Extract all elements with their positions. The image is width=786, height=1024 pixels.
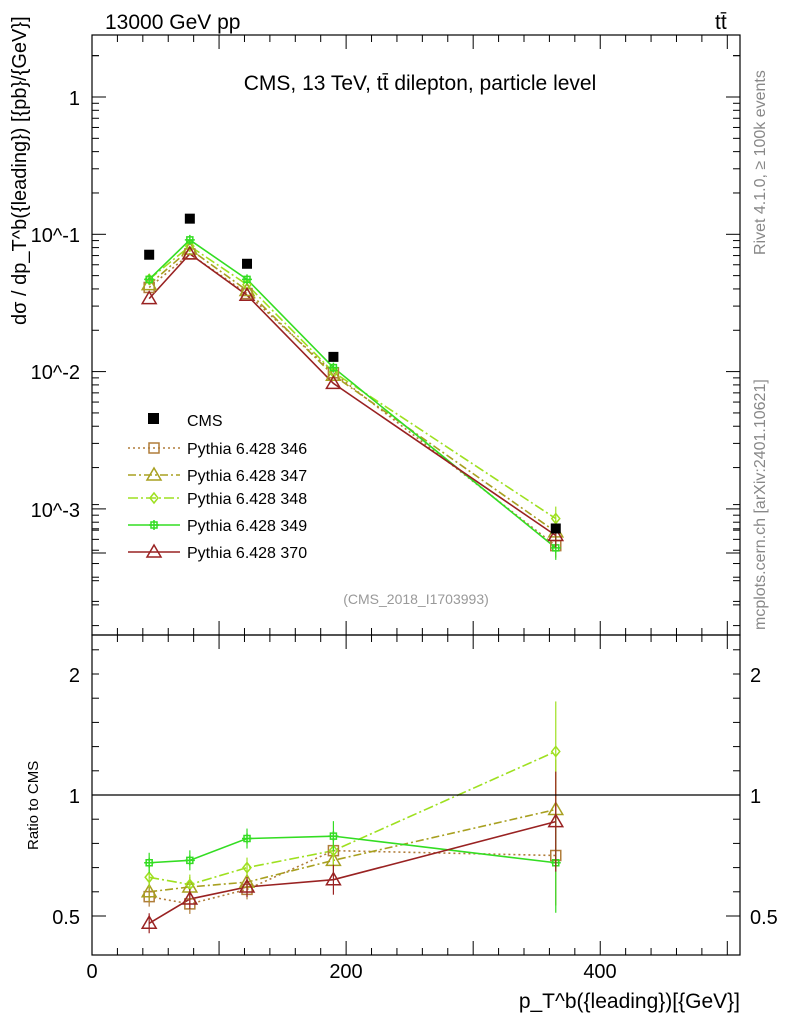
legend: CMS Pythia 6.428 346 Pythia 6.428 347 Py… (128, 413, 307, 562)
main-point-370 (181, 245, 199, 260)
main-line-347 (148, 248, 557, 533)
rivet-version-label: Rivet 4.1.0, ≥ 100k events (752, 70, 769, 255)
ratio-point-370 (325, 871, 342, 886)
ytick-label-0.1: 10^-1 (31, 225, 80, 247)
legend-line-samples (128, 442, 180, 558)
ratio-point-349 (184, 855, 195, 866)
ratio-point-348 (328, 844, 339, 857)
ratio-series-points (140, 701, 565, 934)
legend-label-cms: CMS (187, 413, 223, 430)
ratio-y-axis-label: Ratio to CMS (25, 761, 42, 850)
ratio-ytick-label-right-0.5: 0.5 (750, 907, 778, 929)
legend-marker-370 (145, 543, 163, 558)
cms-data-point (184, 213, 195, 224)
ratio-point-349 (242, 833, 253, 844)
legend-marker-347 (145, 466, 163, 481)
legend-label-370: Pythia 6.428 370 (187, 545, 307, 562)
xtick-label-0: 0 (86, 961, 97, 983)
main-point-347 (238, 281, 256, 297)
ratio-point-349 (144, 857, 155, 868)
cms-data-point (144, 249, 155, 260)
main-point-370 (238, 286, 256, 301)
legend-marker-349 (149, 520, 159, 530)
legend-marker-346 (148, 442, 160, 454)
analysis-watermark: (CMS_2018_I1703993) (343, 591, 489, 607)
ratio-series-lines (148, 750, 557, 924)
main-point-349 (184, 234, 195, 245)
ytick-label-0.01: 10^-2 (31, 362, 80, 384)
ytick-label-1: 1 (69, 88, 80, 110)
ratio-ytick-label-2: 2 (69, 665, 80, 687)
main-y-axis-label: dσ / dp_T^b({leading}) [{pb}/{GeV}] (9, 16, 31, 325)
legend-marker-cms (148, 413, 159, 424)
cms-data-point (550, 523, 561, 534)
ytick-label-0.001: 10^-3 (31, 500, 80, 522)
xtick-label-200: 200 (329, 961, 362, 983)
ratio-line-370 (148, 820, 556, 924)
ratio-line-347 (149, 808, 556, 893)
legend-label-349: Pythia 6.428 349 (187, 518, 307, 535)
ratio-ytick-label-0.5: 0.5 (52, 907, 80, 929)
main-chart-title: CMS, 13 TeV, tt̄ dilepton, particle leve… (244, 72, 597, 95)
ratio-point-370 (181, 890, 199, 905)
main-point-370 (140, 290, 158, 305)
main-point-370 (547, 527, 565, 542)
main-point-347 (181, 240, 199, 255)
ratio-line-349 (149, 835, 556, 864)
legend-marker-348 (149, 491, 159, 505)
axis-ticks (91, 35, 740, 955)
main-point-370 (325, 374, 342, 390)
mcplots-reference-label: mcplots.cern.ch [arXiv:2401.10621] (752, 379, 769, 630)
main-point-348 (184, 239, 195, 253)
cms-data-point (328, 351, 339, 362)
ratio-point-348 (242, 861, 252, 874)
process-label: tt̄ (715, 11, 727, 34)
ratio-point-370 (547, 813, 565, 828)
energy-label: 13000 GeV pp (105, 11, 240, 34)
ratio-point-370 (238, 878, 256, 893)
x-axis-label: p_T^b({leading})[{GeV}] (519, 990, 740, 1013)
ratio-line-346 (149, 849, 556, 905)
ratio-ytick-label-1: 1 (69, 786, 80, 808)
ratio-point-348 (144, 871, 155, 884)
main-line-346 (148, 252, 557, 547)
legend-label-347: Pythia 6.428 347 (187, 468, 307, 485)
main-point-347 (325, 366, 342, 382)
ratio-point-349 (328, 831, 339, 842)
main-point-349 (144, 274, 155, 285)
main-point-347 (140, 276, 158, 291)
main-series-points (140, 213, 565, 560)
xtick-label-400: 400 (583, 961, 616, 983)
ratio-ytick-label-right-1: 1 (750, 786, 761, 808)
ratio-point-370 (140, 914, 158, 930)
cms-data-point (242, 258, 253, 269)
legend-label-346: Pythia 6.428 346 (187, 441, 307, 458)
legend-label-348: Pythia 6.428 348 (187, 491, 307, 508)
main-point-349 (242, 274, 253, 285)
ratio-point-347 (140, 883, 158, 898)
ratio-line-348 (149, 750, 557, 886)
main-point-349 (328, 362, 339, 373)
ratio-ytick-label-right-2: 2 (750, 665, 761, 687)
ratio-point-348 (550, 745, 561, 758)
